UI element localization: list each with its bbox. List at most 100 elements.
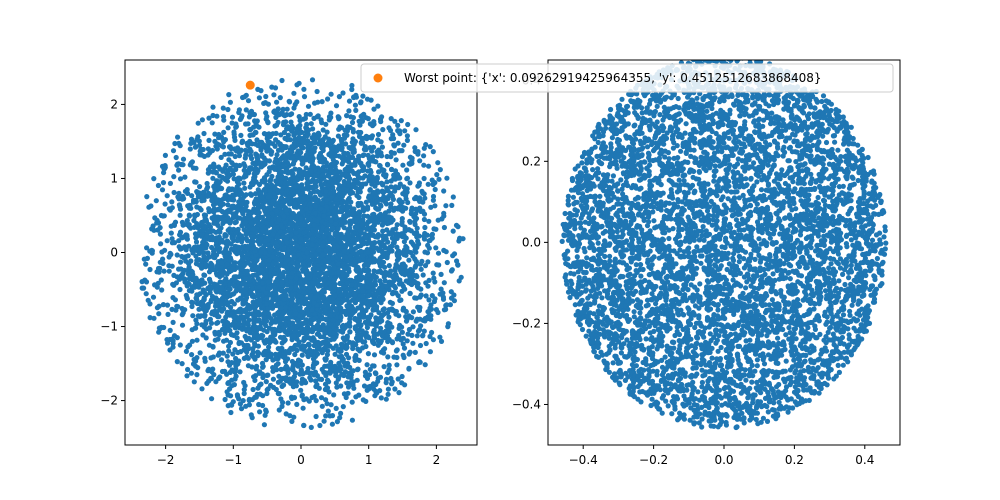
scatter-point <box>317 150 324 157</box>
scatter-point <box>437 334 443 340</box>
scatter-point <box>287 413 293 419</box>
scatter-point <box>308 370 315 376</box>
scatter-point <box>375 269 381 275</box>
scatter-point <box>319 200 325 206</box>
scatter-point <box>407 349 413 355</box>
scatter-point <box>292 370 298 376</box>
scatter-point <box>285 370 291 376</box>
scatter-point <box>323 356 329 362</box>
scatter-point <box>291 333 297 339</box>
scatter-point <box>193 358 199 364</box>
scatter-point <box>415 149 421 155</box>
scatter-point <box>279 77 285 84</box>
scatter-point <box>274 152 280 158</box>
scatter-point <box>177 342 183 348</box>
scatter-point <box>168 230 174 236</box>
scatter-point <box>289 418 295 424</box>
scatter-point <box>142 277 148 283</box>
scatter-point <box>209 293 216 300</box>
scatter-point <box>337 286 343 292</box>
scatter-point <box>427 349 433 355</box>
scatter-point <box>400 341 406 347</box>
scatter-point <box>371 106 377 112</box>
scatter-point <box>183 348 189 354</box>
scatter-point <box>417 342 424 349</box>
scatter-point <box>285 252 291 258</box>
scatter-point <box>308 121 314 127</box>
scatter-point <box>430 197 436 203</box>
scatter-point <box>265 386 271 392</box>
scatter-point <box>193 239 200 245</box>
scatter-point <box>185 366 191 373</box>
scatter-point <box>353 107 359 113</box>
scatter-point <box>161 213 167 219</box>
scatter-point <box>158 241 164 247</box>
scatter-point <box>294 401 300 407</box>
scatter-point <box>346 98 353 104</box>
scatter-point <box>371 329 377 335</box>
scatter-point <box>374 198 380 204</box>
scatter-point <box>167 180 173 186</box>
scatter-point <box>216 131 222 138</box>
scatter-point <box>189 338 195 344</box>
scatter-point <box>144 194 150 200</box>
scatter-point <box>255 343 261 349</box>
scatter-point <box>192 213 198 219</box>
scatter-point <box>349 368 355 375</box>
scatter-point <box>351 94 357 100</box>
scatter-point <box>250 160 256 166</box>
scatter-point <box>381 364 387 370</box>
scatter-point <box>410 340 416 346</box>
scatter-point <box>179 322 186 328</box>
scatter-point <box>191 379 197 385</box>
scatter-point <box>291 90 297 96</box>
scatter-point <box>313 197 319 203</box>
scatter-point <box>159 287 165 293</box>
scatter-point <box>337 124 343 130</box>
scatter-point <box>256 325 262 331</box>
scatter-point <box>169 263 175 269</box>
scatter-point <box>275 390 281 397</box>
scatter-point <box>298 367 304 373</box>
scatter-point <box>270 376 276 382</box>
scatter-point <box>438 271 444 277</box>
scatter-point <box>373 159 379 165</box>
scatter-point <box>354 377 360 383</box>
scatter-point <box>349 417 355 423</box>
scatter-point <box>205 250 211 256</box>
scatter-point <box>292 166 298 172</box>
scatter-point <box>352 158 359 165</box>
scatter-point <box>420 332 426 338</box>
scatter-point <box>197 350 203 356</box>
scatter-point <box>213 287 219 293</box>
scatter-point <box>160 260 166 266</box>
scatter-point <box>206 366 212 372</box>
scatter-point <box>436 262 442 268</box>
scatter-point <box>289 245 295 251</box>
scatter-point <box>156 311 162 317</box>
scatter-point <box>415 328 422 334</box>
scatter-point <box>210 354 216 360</box>
scatter-point <box>167 327 173 333</box>
scatter-point <box>381 350 387 356</box>
scatter-point <box>300 155 306 161</box>
scatter-point <box>328 402 334 408</box>
scatter-point <box>183 258 189 264</box>
scatter-point <box>439 216 445 222</box>
scatter-point <box>201 130 207 137</box>
scatter-point <box>242 155 248 161</box>
scatter-point <box>277 95 283 101</box>
scatter-point <box>400 162 406 168</box>
scatter-point <box>307 111 313 117</box>
scatter-point <box>285 124 291 130</box>
scatter-point <box>247 146 253 152</box>
scatter-point <box>221 139 227 145</box>
scatter-point <box>402 188 408 194</box>
scatter-point <box>165 311 171 317</box>
scatter-point <box>416 307 423 313</box>
scatter-point <box>206 115 212 121</box>
scatter-point <box>429 329 435 336</box>
scatter-point <box>279 340 285 346</box>
scatter-point <box>455 262 461 268</box>
